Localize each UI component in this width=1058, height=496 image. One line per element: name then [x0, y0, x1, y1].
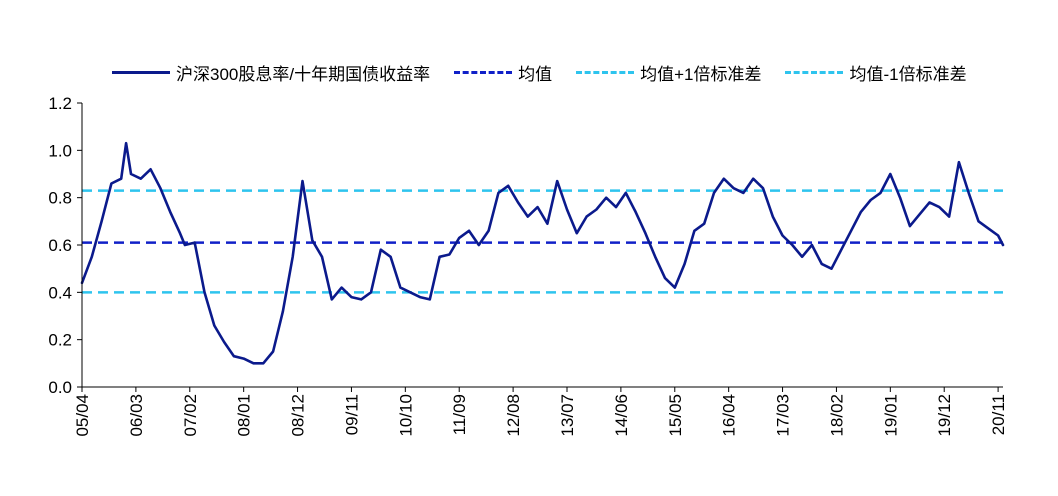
x-tick-label: 07/02 — [181, 394, 200, 437]
legend-label-mean: 均值 — [518, 64, 553, 84]
x-tick-label: 15/05 — [666, 394, 685, 437]
legend-swatch-ratio — [112, 70, 170, 74]
legend: 沪深300股息率/十年期国债收益率 均值 均值+1倍标准差 均值-1倍标准差 — [112, 60, 991, 84]
legend-item-ratio: 沪深300股息率/十年期国债收益率 — [112, 60, 430, 85]
x-tick-label: 14/06 — [612, 394, 631, 437]
x-tick-label: 10/10 — [396, 394, 415, 437]
x-tick-label: 08/01 — [235, 394, 254, 437]
y-tick-label: 0.8 — [48, 189, 72, 208]
x-tick-label: 05/04 — [73, 394, 92, 437]
y-tick-label: 1.0 — [48, 141, 72, 160]
legend-label-ratio: 沪深300股息率/十年期国债收益率 — [176, 64, 431, 84]
y-tick-label: 0.6 — [48, 236, 72, 255]
legend-item-mean-plus-sd: 均值+1倍标准差 — [576, 60, 761, 85]
x-tick-label: 09/11 — [342, 394, 361, 435]
x-tick-label: 11/09 — [450, 394, 469, 435]
legend-item-mean-minus-sd: 均值-1倍标准差 — [785, 60, 967, 85]
reference-lines — [82, 189, 1003, 294]
legend-label-mean-plus-sd: 均值+1倍标准差 — [640, 64, 762, 84]
legend-swatch-mean — [454, 70, 513, 74]
y-tick-label: 1.2 — [48, 94, 72, 113]
x-tick-label: 08/12 — [289, 394, 308, 437]
x-tick-label: 13/07 — [558, 394, 577, 437]
axes: 0.0 0.2 0.4 0.6 0.8 1.0 1.2 05/04 06/03 07/02 08/0… — [48, 94, 1008, 437]
legend-label-mean-minus-sd: 均值-1倍标准差 — [849, 64, 967, 84]
x-tick-label: 18/02 — [827, 394, 846, 437]
x-tick-label: 16/04 — [720, 394, 739, 437]
x-tick-label: 20/11 — [989, 394, 1008, 435]
y-tick-label: 0.4 — [48, 283, 72, 302]
legend-swatch-mean-plus-sd — [576, 70, 635, 74]
y-tick-label: 0.0 — [48, 378, 72, 397]
y-tick-label: 0.2 — [48, 331, 72, 350]
x-tick-label: 19/12 — [935, 394, 954, 437]
x-tick-label: 06/03 — [127, 394, 146, 437]
legend-swatch-mean-minus-sd — [785, 70, 844, 74]
x-tick-label: 17/03 — [774, 394, 793, 437]
x-tick-label: 12/08 — [504, 394, 523, 437]
x-tick-label: 19/01 — [881, 394, 900, 437]
series-layer — [80, 141, 1005, 365]
series-line-0 — [80, 141, 1005, 365]
legend-item-mean: 均值 — [454, 60, 552, 85]
